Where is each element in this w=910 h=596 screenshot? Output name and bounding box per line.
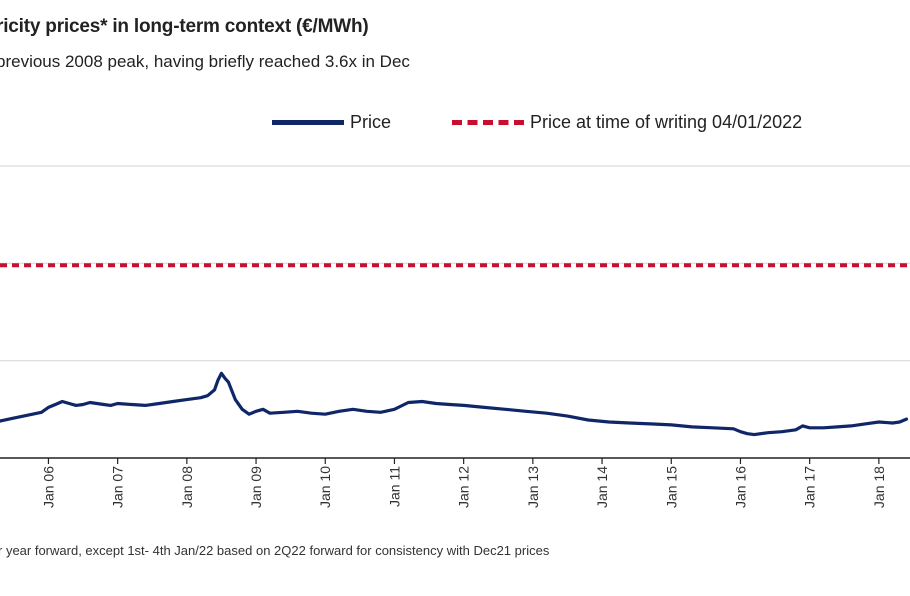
x-tick-label: Jan 08 (179, 466, 195, 508)
x-tick-label: Jan 07 (110, 466, 126, 508)
chart-footnote: r year forward, except 1st- 4th Jan/22 b… (0, 543, 550, 558)
legend-label-price: Price (350, 111, 392, 132)
x-tick-label: Jan 11 (386, 466, 402, 507)
legend-swatch-price (272, 119, 344, 125)
legend-item-price: Price (272, 110, 391, 134)
x-tick-label: Jan 16 (732, 466, 748, 508)
legend-swatch-writing (452, 119, 524, 125)
series-line-price (0, 371, 909, 437)
legend-item-writing: Price at time of writing 04/01/2022 (452, 110, 802, 134)
x-tick-label: Jan 09 (248, 466, 264, 508)
chart-subtitle: previous 2008 peak, having briefly reach… (0, 52, 410, 71)
x-tick-label: Jan 18 (871, 466, 887, 508)
x-tick-label: Jan 06 (40, 466, 56, 508)
x-tick-label: Jan 12 (456, 466, 472, 508)
legend-label-writing: Price at time of writing 04/01/2022 (530, 111, 803, 132)
chart-title: ricity prices* in long-term context (€/M… (0, 16, 369, 37)
x-tick-label: Jan 10 (317, 466, 333, 508)
x-tick-label: Jan 15 (663, 466, 679, 508)
x-tick-label: Jan 14 (594, 466, 610, 508)
x-tick-label: Jan 13 (525, 466, 541, 508)
x-tick-label: Jan 17 (802, 466, 818, 508)
